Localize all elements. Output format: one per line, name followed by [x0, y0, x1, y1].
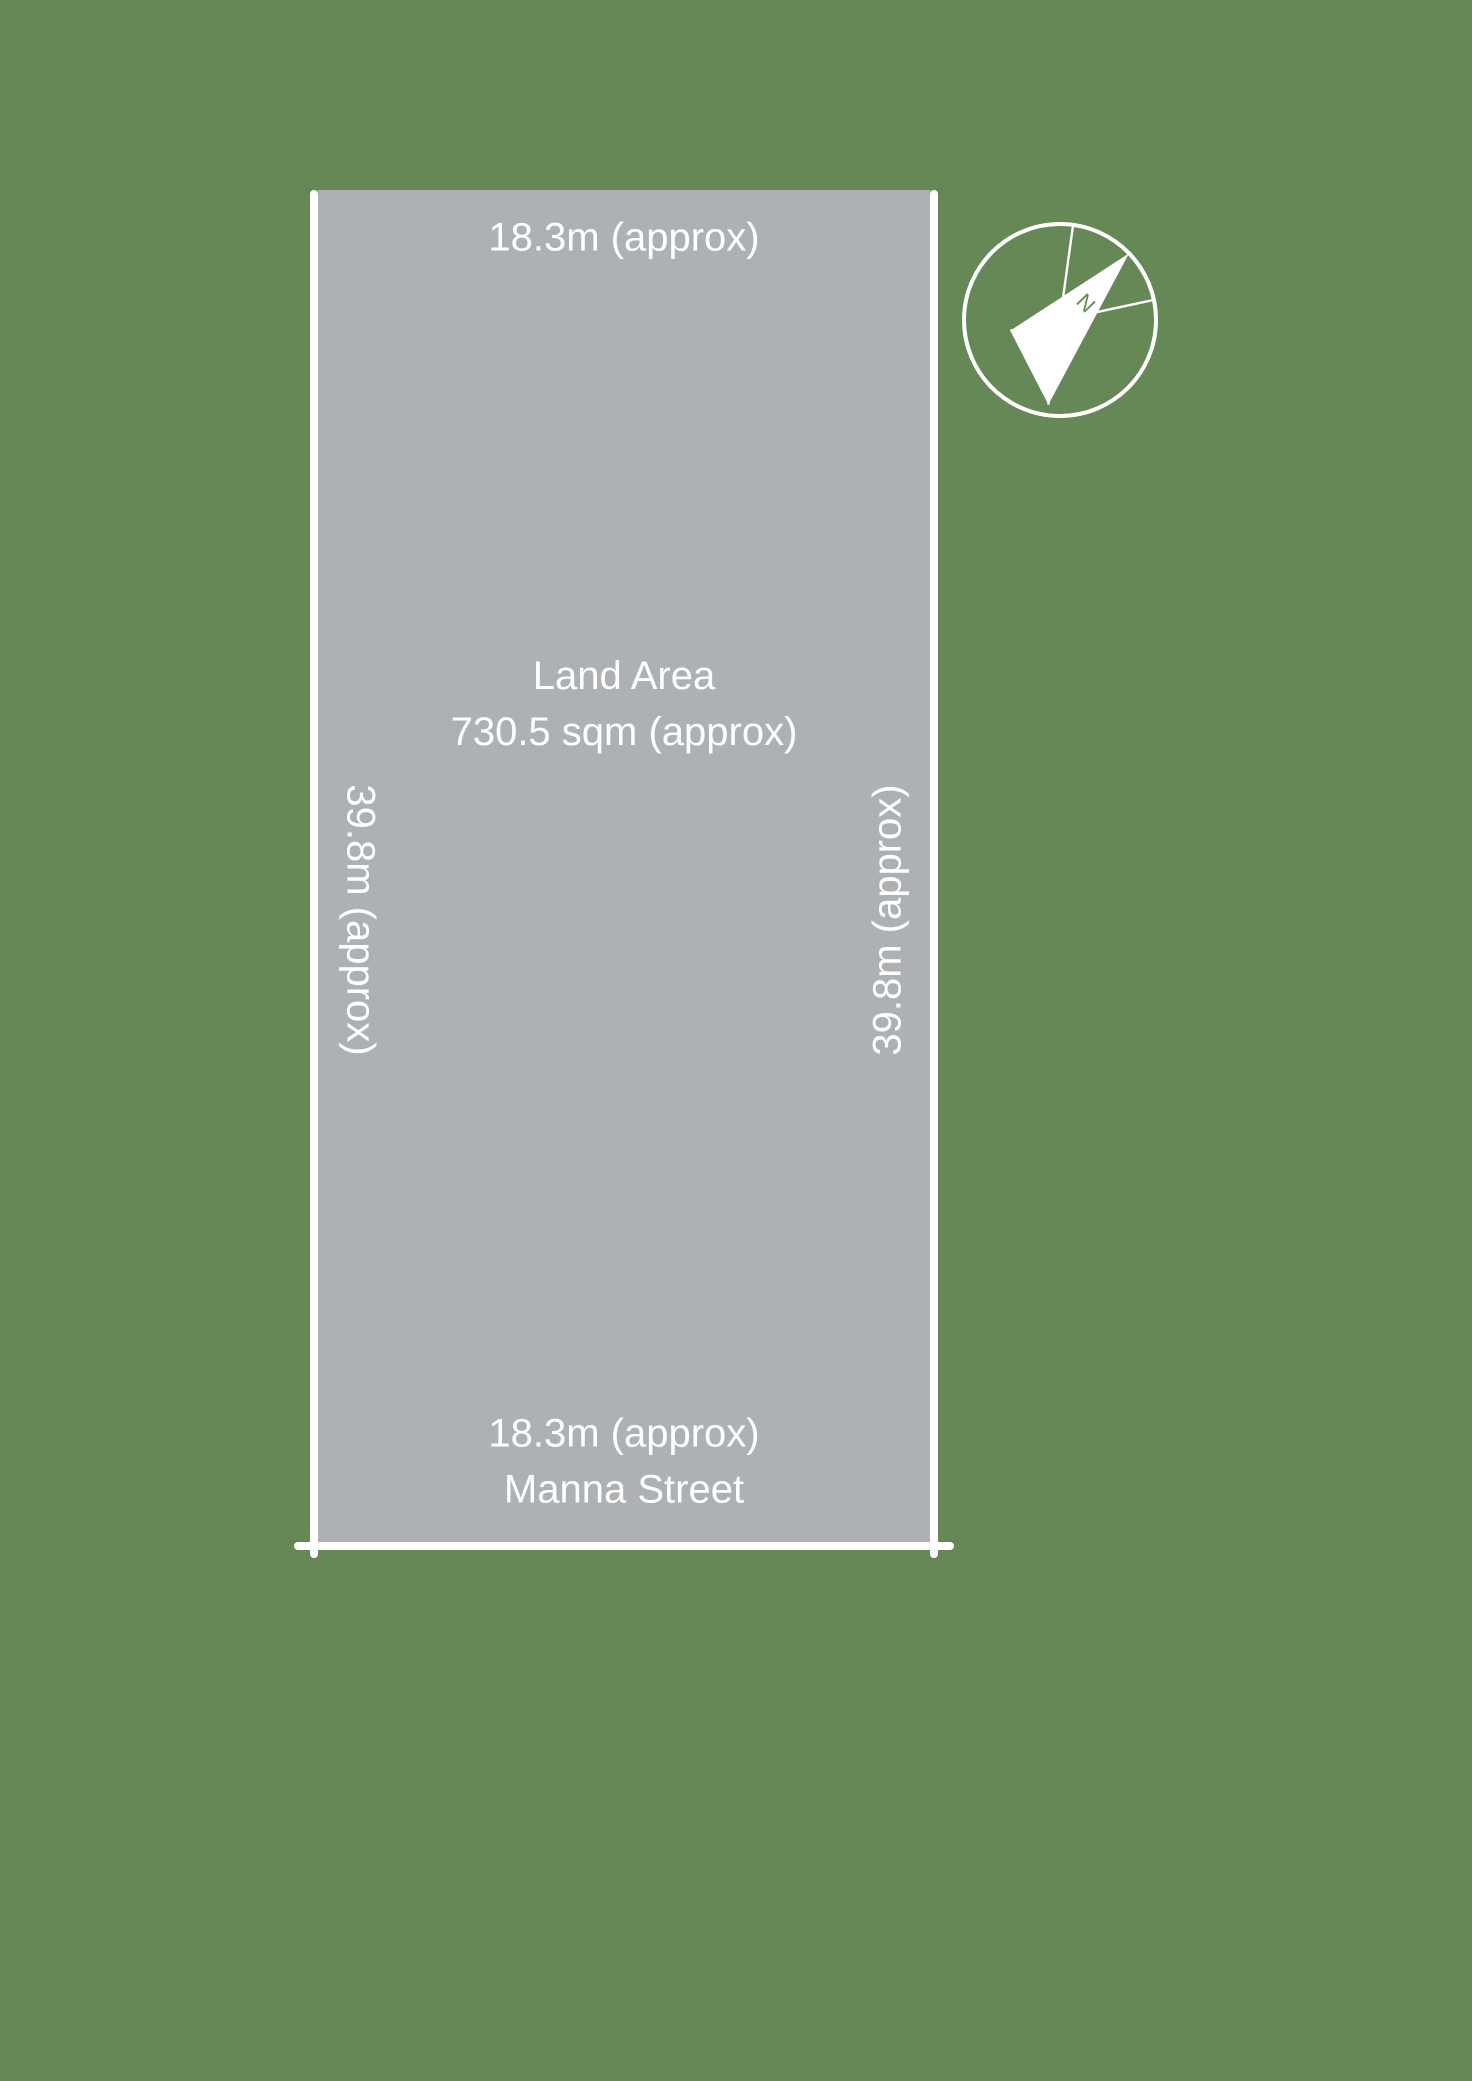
dimension-left: 39.8m (approx) [338, 784, 383, 1055]
lot-border-bottom [294, 1542, 954, 1550]
dimension-right: 39.8m (approx) [866, 784, 911, 1055]
land-area-label: Land Area [533, 654, 715, 699]
lot-border-right [930, 190, 938, 1558]
dimension-top: 18.3m (approx) [488, 216, 759, 261]
lot-rectangle [318, 190, 930, 1542]
lot-border-left [310, 190, 318, 1558]
dimension-bottom: 18.3m (approx) [488, 1412, 759, 1457]
street-name: Manna Street [504, 1468, 744, 1513]
land-plan-diagram: 18.3m (approx) 18.3m (approx) 39.8m (app… [0, 0, 1472, 2081]
land-area-value: 730.5 sqm (approx) [451, 710, 798, 755]
compass-icon: N [958, 218, 1162, 422]
